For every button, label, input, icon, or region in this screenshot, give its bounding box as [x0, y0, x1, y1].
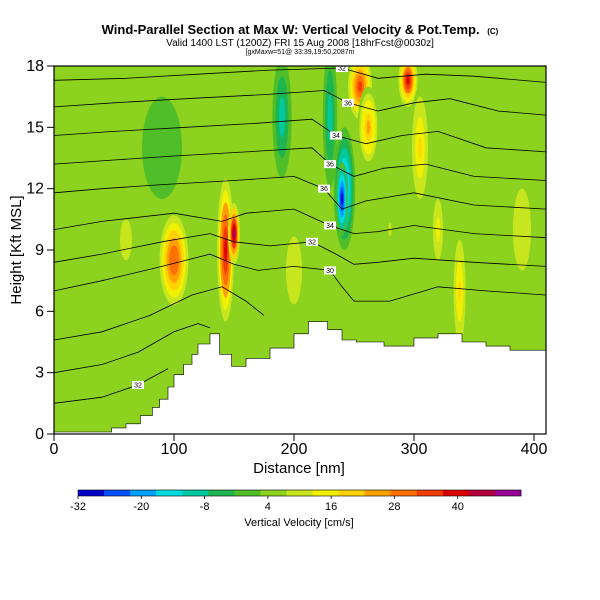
x-tick-label-1: 100	[161, 441, 188, 458]
colorbar-tick-label-5: 28	[388, 501, 400, 513]
x-tick-label-0: 0	[50, 441, 59, 458]
velocity-feature-0-level-5	[171, 252, 177, 268]
theta-contour-label-bg-6	[318, 184, 330, 193]
colorbar-swatch-6	[234, 490, 261, 496]
y-tick-label-5: 15	[26, 119, 44, 136]
colorbar-tick-label-2: -8	[200, 501, 210, 513]
velocity-feature-7-level-5	[406, 75, 410, 85]
theta-contour-label-6: 36	[320, 186, 328, 193]
theta-contour-label-bg-10	[336, 66, 348, 73]
theta-contour-label-bg-0	[132, 380, 144, 389]
colorbar-swatch-3	[156, 490, 183, 496]
x-tick-label-4: 400	[521, 441, 548, 458]
theta-contour-label-bg-3	[324, 266, 336, 275]
theta-contour-label-bg-5	[324, 221, 336, 230]
y-tick-label-4: 12	[26, 181, 44, 198]
theta-contour-0	[54, 368, 169, 404]
colorbar-swatch-4	[182, 490, 209, 496]
theta-contour-label-10: 32	[338, 66, 346, 73]
chart-subtitle-secondary: [gxMaxw=51@ 33:39,19:50,2087m	[246, 49, 355, 56]
velocity-feature-11-level-5	[280, 106, 284, 128]
velocity-feature-15-level-5	[519, 215, 525, 244]
velocity-feature-14-level-5	[124, 232, 128, 247]
colorbar-swatch-16	[494, 490, 522, 496]
theta-contour-label-7: 36	[326, 162, 334, 169]
colorbar-tick-label-3: 4	[265, 501, 271, 513]
x-tick-label-3: 300	[401, 441, 428, 458]
theta-contour-label-4: 32	[308, 239, 316, 246]
y-tick-label-1: 3	[35, 365, 44, 382]
colorbar-swatch-11	[364, 490, 392, 496]
velocity-feature-10-level-5	[458, 280, 461, 302]
velocity-feature-12-level-5	[328, 105, 332, 130]
colorbar-swatch-12	[390, 490, 418, 496]
velocity-feature-4-level-5	[341, 192, 343, 206]
colorbar-swatch-10	[338, 490, 365, 496]
velocity-feature-13-level-5	[158, 137, 166, 158]
velocity-feature-2-level-5	[233, 228, 235, 239]
colorbar-swatch-9	[312, 490, 339, 496]
colorbar-swatch-8	[286, 490, 313, 496]
theta-contour-3	[54, 253, 546, 302]
colorbar-swatch-7	[260, 490, 287, 496]
colorbar-swatch-14	[442, 490, 470, 496]
theta-contour-1	[54, 323, 211, 374]
chart-title: Wind-Parallel Section at Max W: Vertical…	[102, 22, 499, 37]
colorbar-swatch-13	[416, 490, 444, 496]
velocity-feature-8-level-5	[418, 137, 422, 158]
y-tick-label-2: 6	[35, 303, 44, 320]
colorbar-swatch-5	[208, 490, 235, 496]
colorbar: -32 -20 -8 4 16 28 40	[70, 489, 522, 513]
plot-area: 32 30 32 34 36 36 34 36 32	[54, 66, 546, 434]
theta-contour-2	[54, 286, 265, 341]
theta-contour-label-bg-7	[324, 160, 336, 169]
theta-contour-label-8: 34	[332, 133, 340, 140]
theta-contour-5	[54, 208, 546, 239]
colorbar-title: Vertical Velocity [cm/s]	[244, 517, 353, 529]
velocity-feature-1-level-5	[224, 238, 228, 262]
velocity-feature-9-level-5	[437, 223, 439, 236]
colorbar-swatch-1	[104, 490, 131, 496]
theta-contour-label-9: 36	[344, 100, 352, 107]
x-tick-label-2: 200	[281, 441, 308, 458]
terrain	[54, 321, 546, 434]
colorbar-tick-label-0: -32	[70, 501, 86, 513]
theta-contour-label-bg-4	[306, 237, 318, 246]
theta-contour-label-bg-8	[330, 131, 342, 140]
colorbar-tick-label-6: 40	[452, 501, 464, 513]
chart-subtitle: Valid 1400 LST (1200Z) FRI 15 Aug 2008 […	[166, 38, 434, 49]
colorbar-frame	[77, 489, 522, 497]
y-tick-label-3: 9	[35, 242, 44, 259]
colorbar-swatch-15	[468, 490, 496, 496]
colorbar-tick-label-1: -20	[133, 501, 149, 513]
velocity-feature-6-level-5	[366, 120, 371, 135]
y-tick-label-6: 18	[26, 58, 44, 75]
colorbar-swatch-0	[78, 490, 105, 496]
velocity-feature-16-level-5	[292, 261, 296, 279]
colorbar-swatch-2	[130, 490, 157, 496]
theta-contour-label-5: 34	[326, 223, 334, 230]
theta-contour-label-bg-9	[342, 98, 354, 107]
colorbar-tick-label-4: 16	[325, 501, 337, 513]
theta-contour-label-0: 32	[134, 382, 142, 389]
theta-contour-label-3: 30	[326, 268, 334, 275]
y-axis-title: Height [Kft MSL]	[8, 195, 25, 304]
x-axis-title: Distance [nm]	[253, 460, 345, 477]
y-tick-label-0: 0	[35, 426, 44, 443]
velocity-feature-5-level-5	[358, 80, 362, 92]
